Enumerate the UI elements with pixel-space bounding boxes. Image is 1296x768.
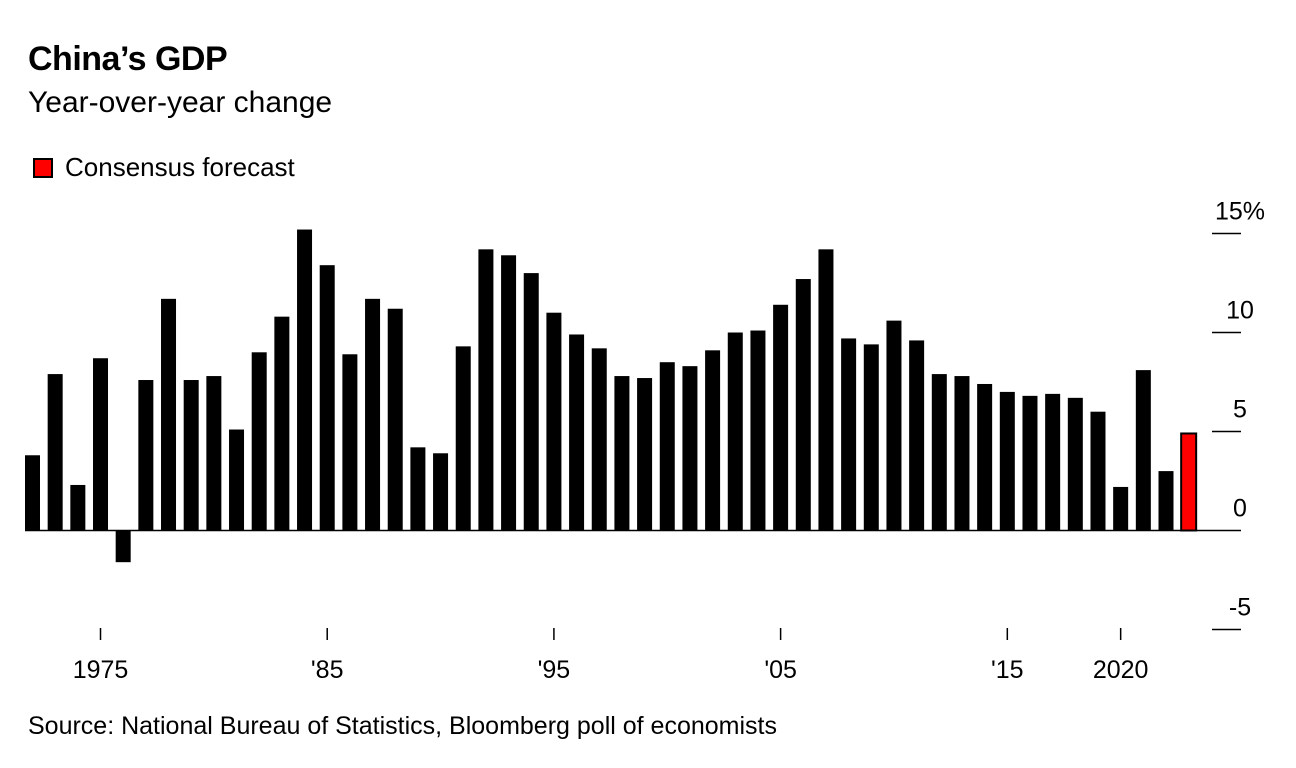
bar-1985 (319, 265, 335, 531)
source-note: Source: National Bureau of Statistics, B… (28, 712, 777, 740)
bar-2021 (1135, 370, 1151, 531)
bar-1975 (93, 358, 109, 531)
bar-2005 (773, 304, 789, 531)
bar-2015 (999, 391, 1015, 531)
bar-1974 (70, 484, 86, 531)
bar-2017 (1045, 393, 1061, 531)
bar-1989 (410, 447, 426, 531)
bar-2006 (795, 279, 811, 531)
bar-2009 (863, 344, 879, 531)
y-tick-label-15: 15% (1215, 198, 1265, 226)
bar-1995 (546, 312, 562, 531)
bar-2014 (977, 383, 993, 531)
bar-forecast-2023 (1180, 432, 1198, 532)
legend-label-forecast: Consensus forecast (65, 152, 295, 182)
y-tick-label--5: -5 (1229, 594, 1251, 622)
y-tick-label-0: 0 (1233, 495, 1247, 523)
bar-2018 (1067, 397, 1083, 531)
bar-2016 (1022, 395, 1038, 531)
x-tick-label-1985: '85 (311, 656, 344, 684)
chart-title: China’s GDP (28, 40, 228, 78)
bar-1986 (342, 354, 358, 531)
bar-2007 (818, 249, 834, 531)
x-tick-label-1995: '95 (538, 656, 571, 684)
bar-2001 (682, 366, 698, 531)
bar-2002 (705, 350, 721, 531)
bar-2011 (909, 340, 925, 531)
bar-2019 (1090, 411, 1106, 531)
y-tick-label-5: 5 (1233, 396, 1247, 424)
bar-1998 (614, 376, 630, 531)
bar-1973 (47, 374, 63, 531)
bar-1977 (138, 380, 154, 531)
x-tick-label-2015: '15 (991, 656, 1024, 684)
bar-1994 (523, 273, 539, 531)
bar-1999 (637, 378, 653, 531)
bar-1992 (478, 249, 494, 531)
bar-1996 (569, 334, 585, 531)
bar-1984 (297, 229, 313, 531)
bar-1983 (274, 316, 290, 531)
bar-1972 (25, 455, 40, 531)
bar-2003 (727, 332, 743, 531)
bar-1979 (183, 380, 199, 531)
bar-2000 (659, 362, 675, 531)
bar-2013 (954, 376, 970, 531)
bar-1991 (455, 346, 471, 531)
x-tick-label-2020: 2020 (1093, 656, 1149, 684)
chart-subtitle: Year-over-year change (28, 86, 333, 119)
x-tick-label-2005: '05 (764, 656, 797, 684)
bar-2010 (886, 320, 902, 531)
bar-1982 (251, 352, 267, 531)
bar-1980 (206, 376, 222, 531)
bar-1988 (387, 308, 403, 531)
y-tick-label-10: 10 (1226, 297, 1254, 325)
bar-2004 (750, 330, 766, 531)
bar-1981 (229, 429, 245, 531)
legend-swatch-forecast (33, 157, 53, 178)
legend: Consensus forecast (33, 152, 295, 183)
x-tick-label-1975: 1975 (73, 656, 129, 684)
bar-2022 (1158, 471, 1174, 531)
bar-2020 (1113, 486, 1129, 531)
bar-1978 (161, 298, 177, 531)
bar-2008 (841, 338, 857, 531)
bar-1990 (433, 453, 449, 531)
bar-1987 (365, 298, 381, 531)
bar-1976 (115, 530, 131, 563)
bar-1993 (501, 255, 517, 531)
bar-1997 (591, 348, 607, 531)
bar-2012 (931, 374, 947, 531)
